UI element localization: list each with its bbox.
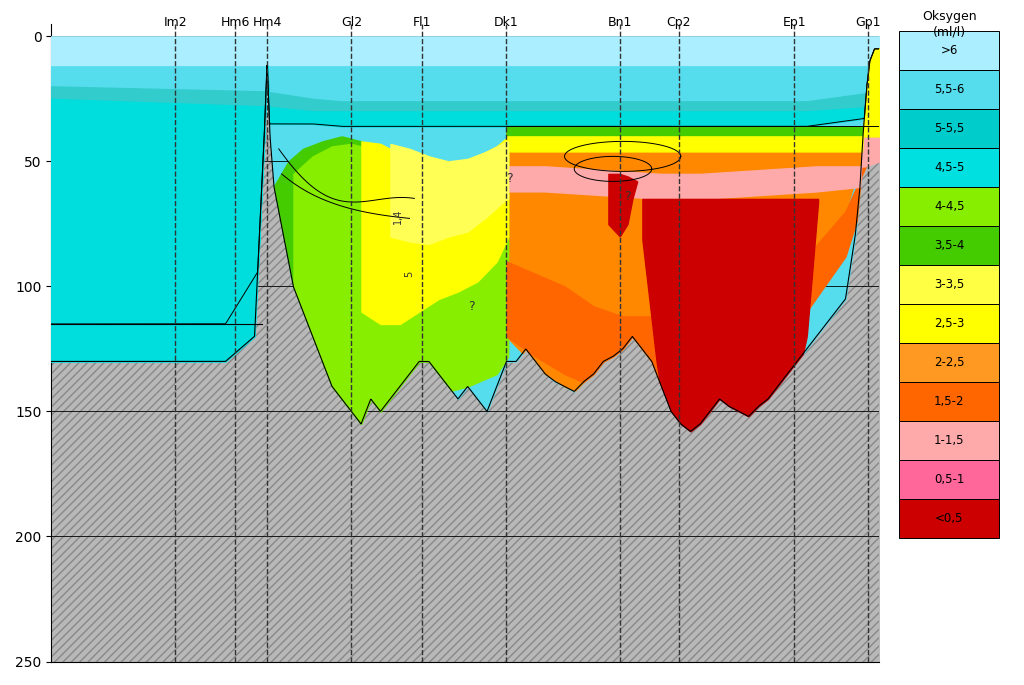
Text: <0,5: <0,5 [935,512,964,525]
Text: Ep1: Ep1 [782,16,806,29]
Text: 1,5-2: 1,5-2 [934,395,965,408]
Text: 4-4,5: 4-4,5 [934,200,965,213]
Text: Hm4: Hm4 [253,16,282,29]
Text: 1,4: 1,4 [393,209,402,224]
Text: 4,5-5: 4,5-5 [934,161,965,174]
Text: Bn1: Bn1 [607,16,632,29]
Text: Cp2: Cp2 [667,16,691,29]
Text: Gl2: Gl2 [341,16,361,29]
Text: Hm6: Hm6 [220,16,250,29]
Text: 0,5-1: 0,5-1 [934,473,965,486]
Text: ?: ? [506,173,513,186]
Text: ?: ? [468,300,475,313]
Text: 2,5-3: 2,5-3 [934,317,965,330]
Text: 5,5-6: 5,5-6 [934,83,965,96]
Text: 3,5-4: 3,5-4 [934,239,965,252]
Text: 2-2,5: 2-2,5 [934,356,965,369]
Text: ?: ? [625,190,631,203]
Text: >6: >6 [941,44,957,57]
Text: 3-3,5: 3-3,5 [934,278,965,291]
Text: 5: 5 [404,271,415,277]
Text: Im2: Im2 [163,16,187,29]
Text: Gp1: Gp1 [855,16,881,29]
Text: 1-1,5: 1-1,5 [934,434,965,447]
Text: Oksygen
(ml/l): Oksygen (ml/l) [922,10,977,38]
Text: Dk1: Dk1 [494,16,519,29]
Text: 5-5,5: 5-5,5 [934,122,965,135]
Text: Fl1: Fl1 [413,16,431,29]
